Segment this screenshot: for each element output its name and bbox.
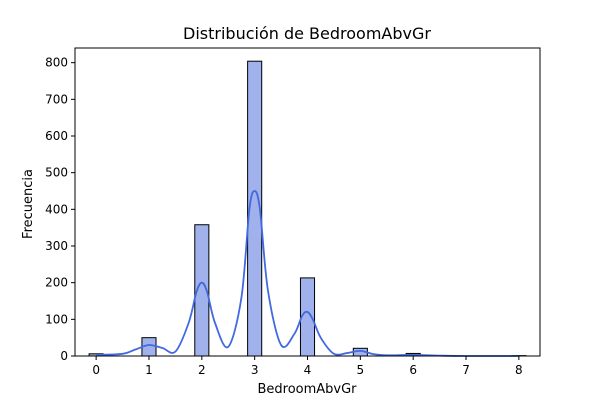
y-tick-label: 300 xyxy=(45,239,68,253)
x-tick-label: 6 xyxy=(409,363,417,377)
y-tick-label: 100 xyxy=(45,312,68,326)
y-tick-label: 700 xyxy=(45,92,68,106)
y-tick-label: 400 xyxy=(45,202,68,216)
x-axis: 0 1 2 3 4 5 6 7 8 xyxy=(92,356,523,377)
x-tick-label: 7 xyxy=(462,363,470,377)
x-axis-label: BedroomAbvGr xyxy=(257,382,357,397)
y-tick-label: 200 xyxy=(45,276,68,290)
y-tick-label: 600 xyxy=(45,129,68,143)
x-tick-label: 4 xyxy=(304,363,312,377)
chart-title: Distribución de BedroomAbvGr xyxy=(183,24,431,43)
x-tick-label: 5 xyxy=(357,363,365,377)
x-tick-label: 2 xyxy=(198,363,206,377)
plot-area xyxy=(74,47,541,357)
y-tick-label: 500 xyxy=(45,166,68,180)
histogram-bars xyxy=(88,60,527,357)
y-tick-label: 800 xyxy=(45,56,68,70)
y-tick-label: 0 xyxy=(60,349,68,363)
y-axis-label: Frecuencia xyxy=(21,169,36,239)
kde-curve xyxy=(96,190,519,357)
x-tick-label: 8 xyxy=(515,363,523,377)
x-tick-label: 0 xyxy=(92,363,100,377)
y-axis: 0 100 200 300 400 500 600 700 800 xyxy=(45,56,75,363)
x-tick-label: 1 xyxy=(145,363,153,377)
x-tick-label: 3 xyxy=(251,363,259,377)
